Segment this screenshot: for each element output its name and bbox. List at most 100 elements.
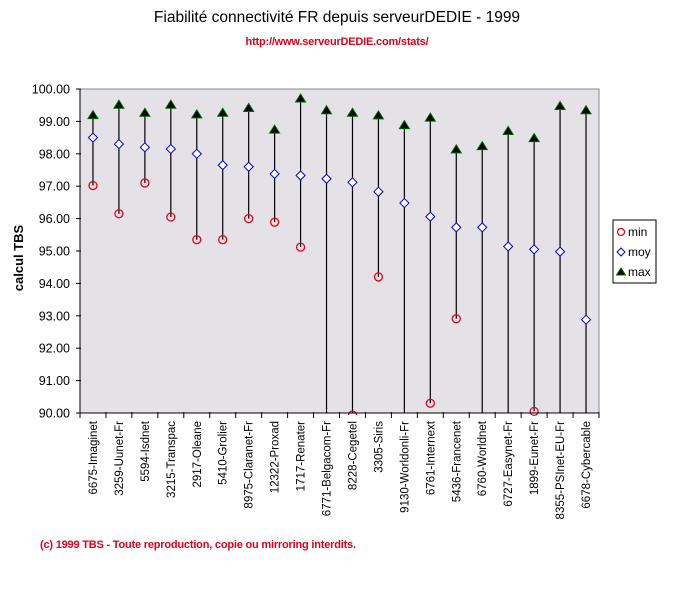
x-tick-label: 1717-Renater xyxy=(296,421,308,491)
min-marker xyxy=(140,178,150,188)
x-tick-label: 5436-Francenet xyxy=(451,420,463,502)
moy-marker xyxy=(321,173,332,184)
max-marker xyxy=(450,143,463,154)
max-marker xyxy=(424,112,437,122)
max-marker xyxy=(242,102,255,112)
x-tick-label: 2917-Oleane xyxy=(192,421,204,488)
moy-marker xyxy=(347,177,358,188)
legend: min moy max xyxy=(612,219,657,284)
y-tick-label: 92.00 xyxy=(39,342,70,356)
range-lines xyxy=(92,99,587,413)
moy-marker xyxy=(373,186,384,197)
min-marker xyxy=(166,212,176,222)
moy-marker xyxy=(191,148,202,160)
y-tick-label: 98.00 xyxy=(39,147,70,161)
moy-marker xyxy=(451,222,462,233)
x-tick-label: 3259-Uunet-Fr xyxy=(114,421,126,496)
moy-marker xyxy=(554,246,566,257)
x-tick-labels: 6675-Imaginet 3259-Uunet-Fr 5594-Isdnet 321… xyxy=(88,420,593,519)
plot-area xyxy=(79,88,600,414)
y-tick-label: 99.00 xyxy=(39,115,70,129)
max-marker xyxy=(528,132,541,143)
x-tick-label: 8228-Cegetel xyxy=(347,421,359,490)
moy-marker xyxy=(425,211,436,222)
max-marker xyxy=(398,119,411,130)
max-marker xyxy=(476,140,489,151)
y-axis-title: calcul TBS xyxy=(11,224,26,291)
y-tick-label: 97.00 xyxy=(39,180,70,194)
moy-marker xyxy=(113,138,125,150)
min-marker xyxy=(114,209,124,219)
x-tick-label: 8975-Claranet-Fr xyxy=(244,421,256,509)
min-marker xyxy=(425,398,435,408)
min-marker xyxy=(269,217,280,227)
legend-moy-marker xyxy=(616,247,626,257)
y-tick-label: 95.00 xyxy=(39,245,70,259)
max-marker xyxy=(216,107,229,117)
moy-marker xyxy=(477,222,488,233)
moy-marker xyxy=(165,143,177,155)
moy-marker xyxy=(269,168,280,180)
x-tick-label: 9130-Worldonli-Fr xyxy=(399,421,411,513)
moy-marker xyxy=(502,241,514,252)
stats-url-link[interactable]: http://www.serveurDEDIE.com/stats/ xyxy=(245,36,429,48)
max-marker xyxy=(190,108,203,119)
y-tick-label: 90.00 xyxy=(39,407,70,421)
max-marker xyxy=(372,109,385,120)
min-marker xyxy=(295,242,306,252)
x-tick-label: 8355-PSInet-EU-Fr xyxy=(555,421,567,520)
moy-marker xyxy=(580,314,592,325)
x-tick-label: 6771-Belgacom-Fr xyxy=(322,421,334,516)
min-marker xyxy=(192,235,202,245)
min-marker xyxy=(244,213,254,224)
y-tick-label: 96.00 xyxy=(39,212,70,226)
axes xyxy=(76,88,600,418)
max-marker xyxy=(346,107,359,117)
max-marker xyxy=(164,99,177,109)
markers xyxy=(87,93,592,417)
min-marker xyxy=(373,272,384,282)
x-tick-label: 6727-Easynet-Fr xyxy=(503,421,515,507)
max-marker xyxy=(320,104,333,115)
chart-title: Fiabilité connectivité FR depuis serveur… xyxy=(153,9,521,26)
legend-max-marker xyxy=(615,267,627,276)
x-tick-label: 5410-Grolier xyxy=(218,421,230,485)
x-tick-label: 5594-Isdnet xyxy=(140,420,152,482)
moy-marker xyxy=(87,132,99,143)
moy-marker xyxy=(295,170,306,181)
max-marker xyxy=(554,100,566,110)
max-marker xyxy=(268,124,281,134)
legend-min-label: min xyxy=(628,225,647,239)
y-tick-label: 100.00 xyxy=(32,83,70,97)
copyright-notice: (c) 1999 TBS - Toute reproduction, copie… xyxy=(40,539,356,551)
max-marker xyxy=(502,125,515,135)
x-tick-label: 3215-Transpac xyxy=(166,421,178,498)
legend-min-marker xyxy=(616,227,626,237)
max-marker xyxy=(294,93,307,103)
max-marker xyxy=(580,104,592,115)
x-tick-label: 6761-Internext xyxy=(425,420,437,495)
x-tick-label: 6678-Cybercable xyxy=(581,421,593,509)
max-marker xyxy=(138,107,151,117)
y-tick-label: 93.00 xyxy=(39,309,70,323)
min-marker xyxy=(218,235,228,245)
min-marker xyxy=(347,410,358,416)
x-tick-label: 1899-Eunet-Fr xyxy=(529,421,541,495)
moy-marker xyxy=(399,197,410,209)
legend-moy-label: moy xyxy=(628,245,651,259)
moy-marker xyxy=(139,142,151,153)
y-tick-labels: 90.00 91.00 92.00 93.00 94.00 95.00 96.00 97.00… xyxy=(32,83,70,421)
legend-max-label: max xyxy=(628,265,651,279)
x-tick-label: 6675-Imaginet xyxy=(88,420,100,494)
moy-marker xyxy=(243,161,254,172)
min-marker xyxy=(529,406,539,417)
moy-marker xyxy=(528,244,540,255)
x-tick-label: 6760-Worldnet xyxy=(477,420,489,496)
max-marker xyxy=(87,109,99,120)
x-tick-label: 12322-Proxad xyxy=(270,421,282,493)
y-tick-label: 91.00 xyxy=(39,374,70,388)
y-tick-label: 94.00 xyxy=(39,277,70,291)
max-marker xyxy=(113,99,125,109)
x-tick-label: 3305-Siris xyxy=(373,421,385,473)
